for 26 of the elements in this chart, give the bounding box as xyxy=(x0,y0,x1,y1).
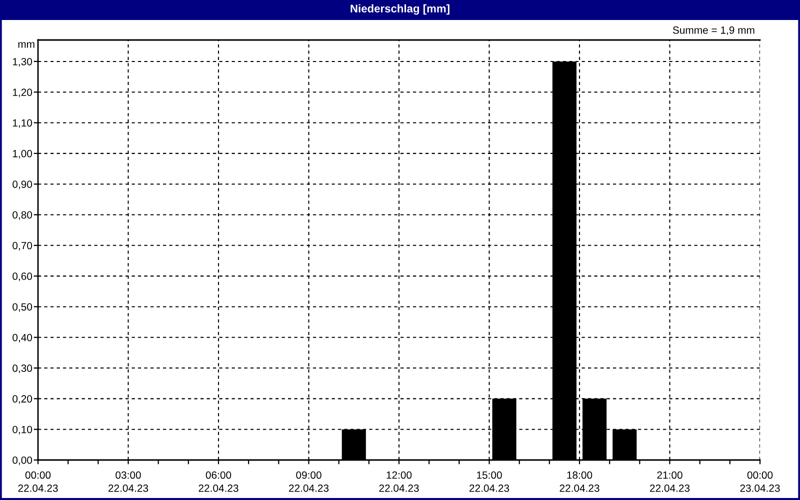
x-tick-label: 06:00 22.04.23 xyxy=(198,471,238,492)
y-tick-label: 0,20 xyxy=(12,395,32,404)
y-tick-label: 0,10 xyxy=(12,426,32,434)
y-tick-label: 0,90 xyxy=(12,180,32,190)
y-tick-label: 0,80 xyxy=(12,211,32,220)
y-tick-label: 1,30 xyxy=(12,58,32,67)
y-tick-label: 0,60 xyxy=(12,272,32,282)
y-tick-label: 0,50 xyxy=(12,303,32,312)
x-tick-label: 15:00 22.04.23 xyxy=(470,471,510,492)
y-tick-label: 0,30 xyxy=(12,364,32,374)
y-tick-label: 1,20 xyxy=(12,88,32,98)
y-tick-label: 0,00 xyxy=(12,456,32,466)
x-tick-label: 03:00 22.04.23 xyxy=(108,471,148,492)
x-tick-label: 12:00 22.04.23 xyxy=(379,471,419,492)
x-tick-label: 09:00 22.04.23 xyxy=(289,471,329,492)
x-tick-label: 00:00 22.04.23 xyxy=(18,471,58,492)
text: Summe = 1,9 mm xyxy=(672,26,754,36)
y-axis-title: mm xyxy=(18,42,34,48)
y-tick-label: 0,70 xyxy=(12,242,32,251)
chart-title: Niederschlag [mm] xyxy=(350,4,450,15)
y-tick-label: 0,40 xyxy=(12,334,32,342)
y-tick-label: 1,00 xyxy=(12,150,32,159)
y-tick-label: 1,10 xyxy=(12,119,32,128)
x-tick-label: 18:00 22.04.23 xyxy=(560,471,600,492)
x-tick-label: 21:00 22.04.23 xyxy=(650,471,690,492)
x-tick-label: 00:00 23.04.23 xyxy=(740,471,780,492)
